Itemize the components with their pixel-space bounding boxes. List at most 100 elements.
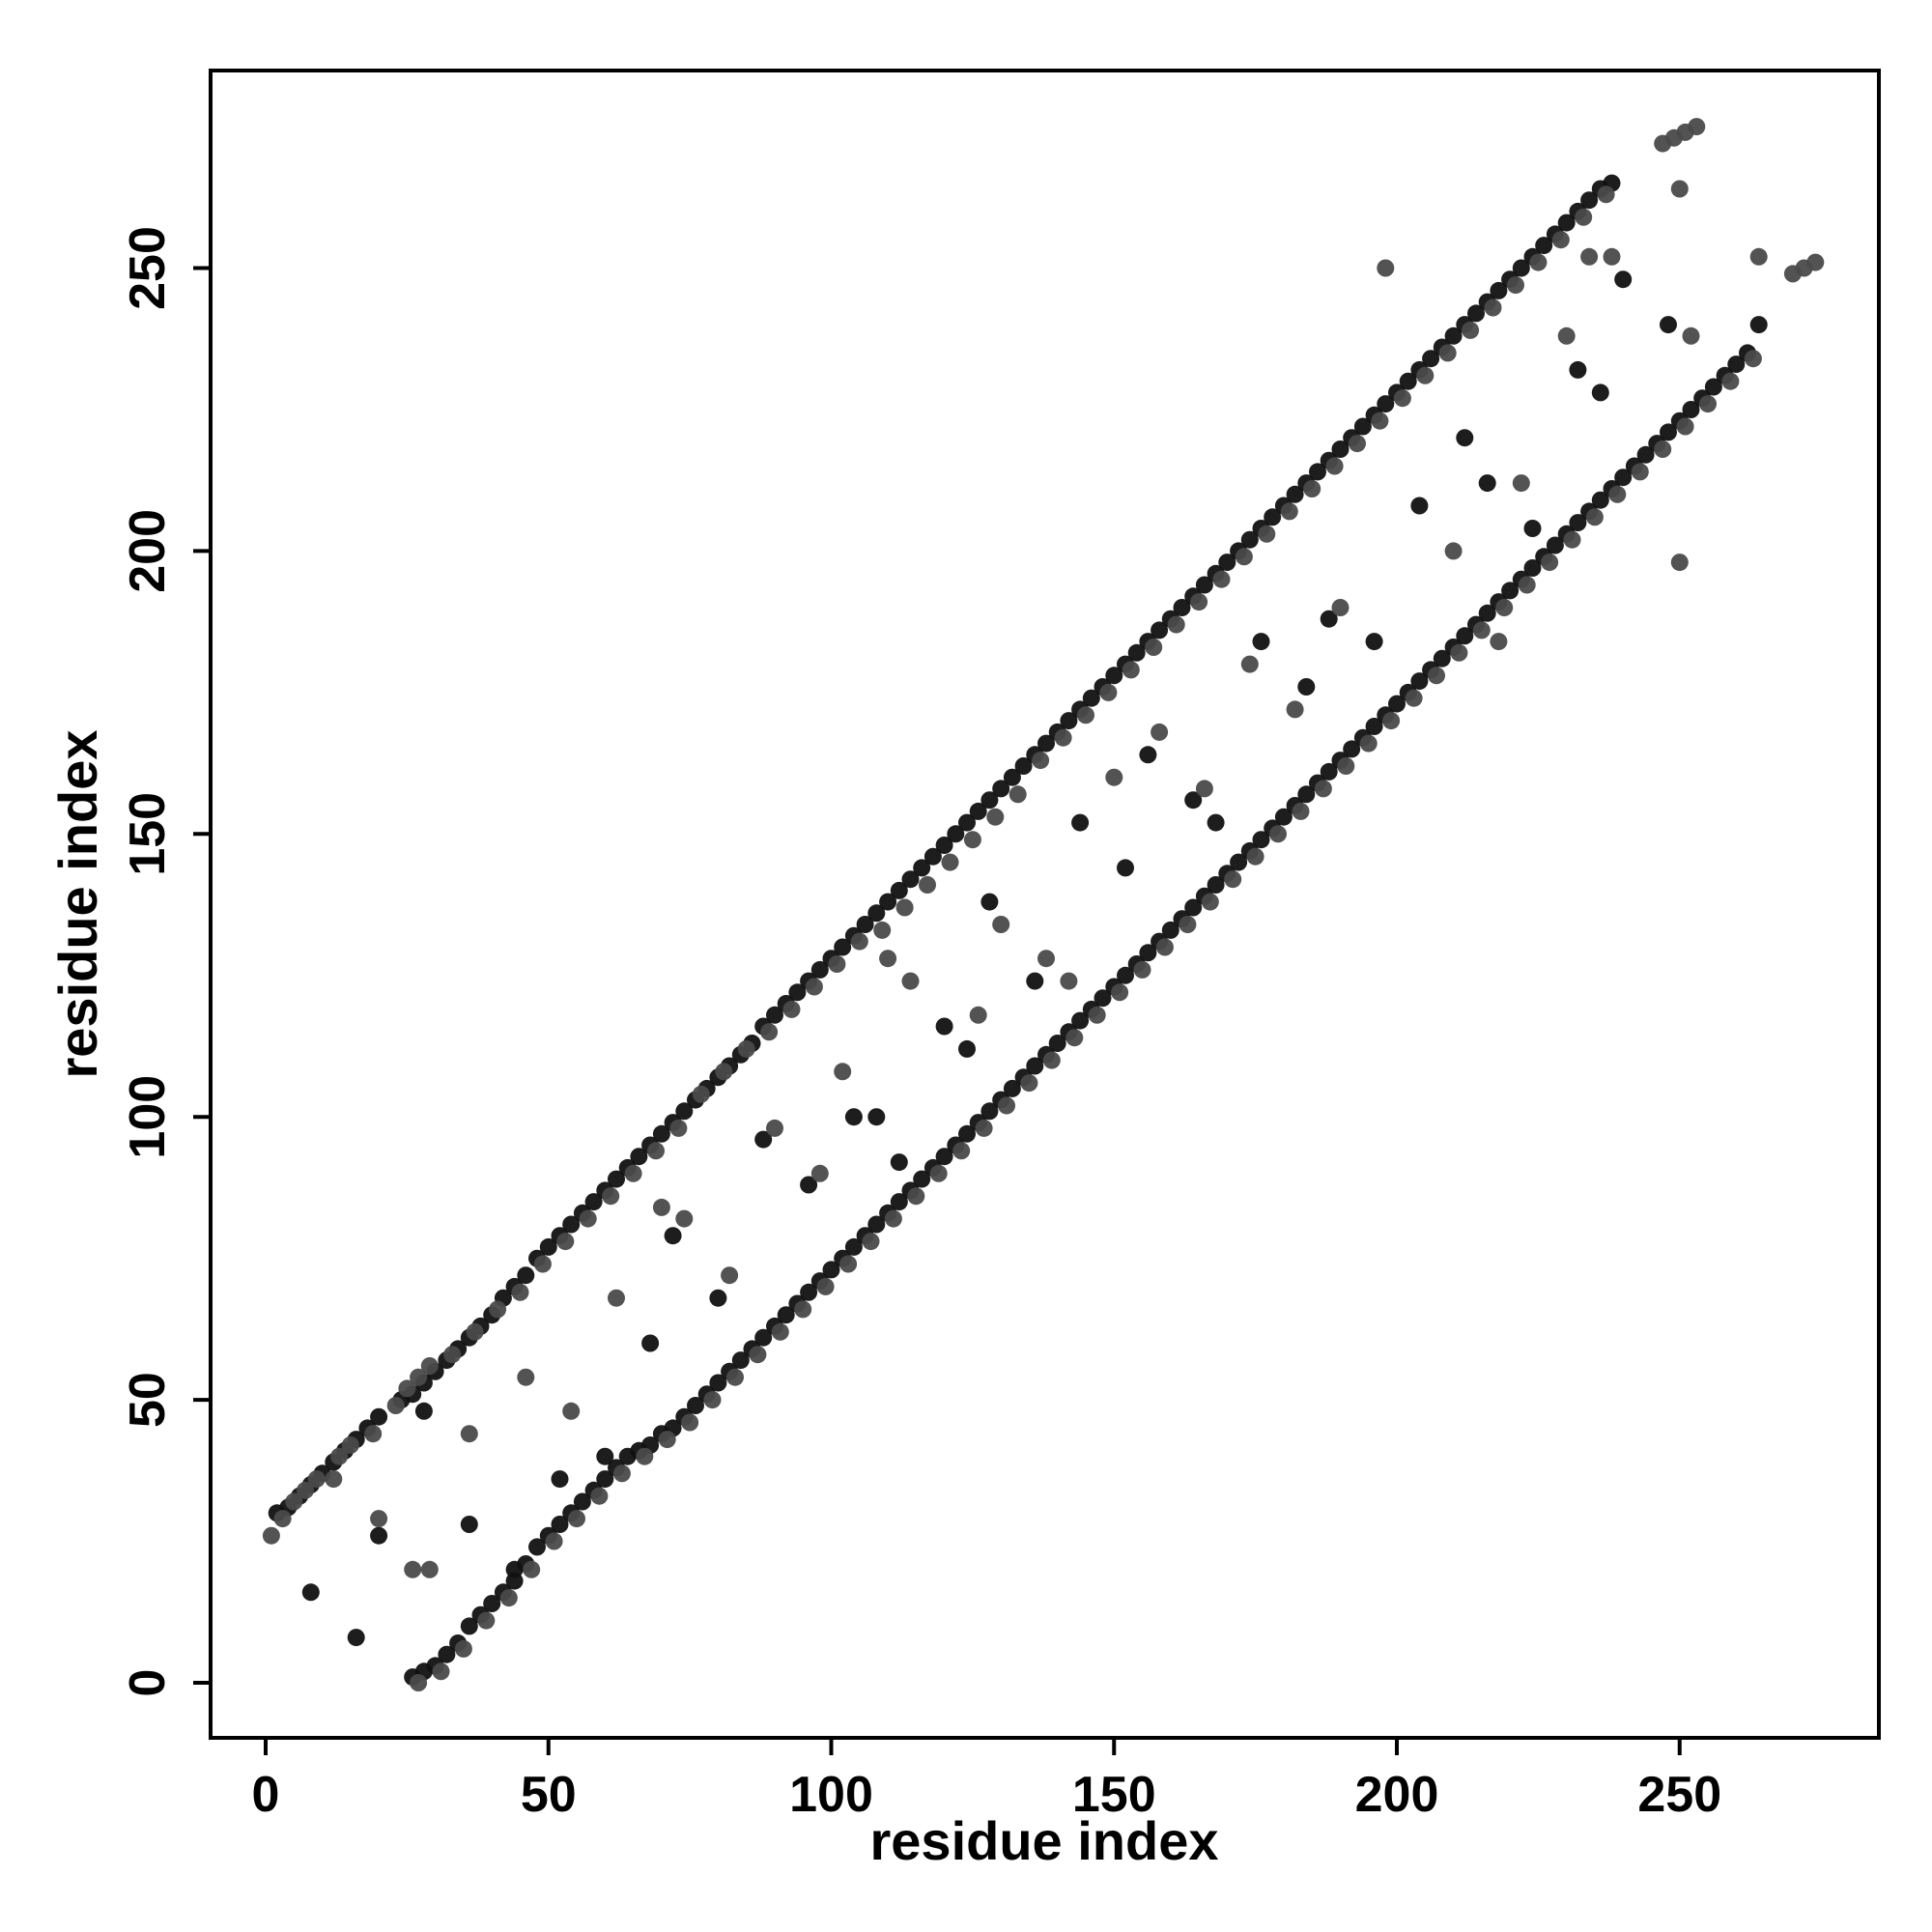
data-point [307,1470,326,1489]
data-point [1201,893,1219,911]
data-point [992,780,1010,798]
data-point [782,1000,801,1018]
data-point [273,1510,292,1528]
data-point [867,1108,886,1126]
data-point [947,825,965,843]
data-point [562,1402,581,1420]
data-point [1676,417,1694,436]
data-point [460,1617,478,1635]
data-point [675,1102,694,1121]
data-point [1670,554,1689,572]
data-point [1026,972,1044,990]
data-point [715,1063,733,1081]
data-point [1207,876,1225,894]
data-point [1541,554,1559,572]
data-point [460,1516,478,1533]
data-point [1591,491,1609,509]
data-point [624,1164,642,1182]
data-point [1258,525,1276,543]
data-point [749,1346,767,1364]
data-point [1337,757,1355,775]
data-point [562,1215,581,1234]
data-point [731,1351,750,1370]
data-point [856,916,874,933]
data-point [850,932,868,951]
data-point [1190,593,1208,611]
data-point [958,1124,976,1143]
data-point [675,1209,694,1228]
x-tick-label: 100 [789,1767,873,1823]
data-point [1082,689,1100,707]
data-point [771,1322,789,1341]
data-point [1660,316,1677,334]
data-point [341,1436,359,1454]
data-point [1161,921,1179,939]
data-point [1428,667,1445,685]
data-point [1032,752,1050,770]
data-point [1501,582,1520,600]
data-point [1274,808,1293,826]
data-point [1744,350,1762,368]
data-point [1365,718,1383,735]
data-point [1806,253,1825,271]
data-point [1003,1079,1021,1097]
data-point [647,1142,665,1160]
data-point [1331,440,1350,458]
data-point [800,1283,818,1301]
data-point [602,1187,620,1206]
data-point [1218,554,1236,572]
data-point [370,1510,388,1528]
data-point [1699,395,1717,413]
data-point [398,1379,416,1398]
data-point [1727,355,1746,374]
data-point [879,950,897,968]
data-point [1280,502,1298,521]
data-point [1484,298,1502,317]
data-point [1127,643,1146,662]
y-axis: 0 50 100 150 200 250 [120,226,211,1696]
data-point [935,1148,953,1166]
data-point [1614,270,1633,289]
data-point [901,972,920,990]
data-point [1444,542,1463,560]
data-point [641,1334,660,1352]
data-point [1563,530,1581,549]
data-point [913,1170,931,1188]
data-point [1557,327,1576,345]
data-point [879,893,897,911]
data-point [1297,678,1316,696]
data-point [364,1425,383,1443]
data-point [1139,944,1157,962]
x-tick-label: 250 [1637,1767,1721,1823]
data-point [1467,304,1485,323]
data-point [652,1198,670,1216]
data-point [1444,327,1463,345]
data-point [890,1193,908,1211]
data-point [1535,237,1553,255]
data-point [584,1193,603,1211]
data-point [980,791,999,810]
data-point [958,1039,976,1058]
data-point [330,1447,349,1465]
data-point [834,1063,852,1081]
data-point [1631,463,1649,481]
data-point [969,1006,987,1024]
data-point [1450,643,1468,662]
data-point [568,1510,585,1528]
data-point [692,1085,710,1103]
data-point [992,916,1010,933]
data-point [1422,350,1440,368]
data-point [1014,757,1033,775]
data-point [1048,1035,1066,1052]
data-point [528,1538,546,1556]
data-point [1518,576,1536,594]
y-tick-label: 50 [120,1372,176,1428]
data-point [1212,570,1231,588]
data-point [844,1108,863,1126]
data-point [410,1368,428,1386]
data-point [669,1119,688,1137]
data-point [1365,633,1383,651]
data-point [1603,247,1621,266]
data-point [1557,213,1576,232]
data-point [828,955,846,973]
